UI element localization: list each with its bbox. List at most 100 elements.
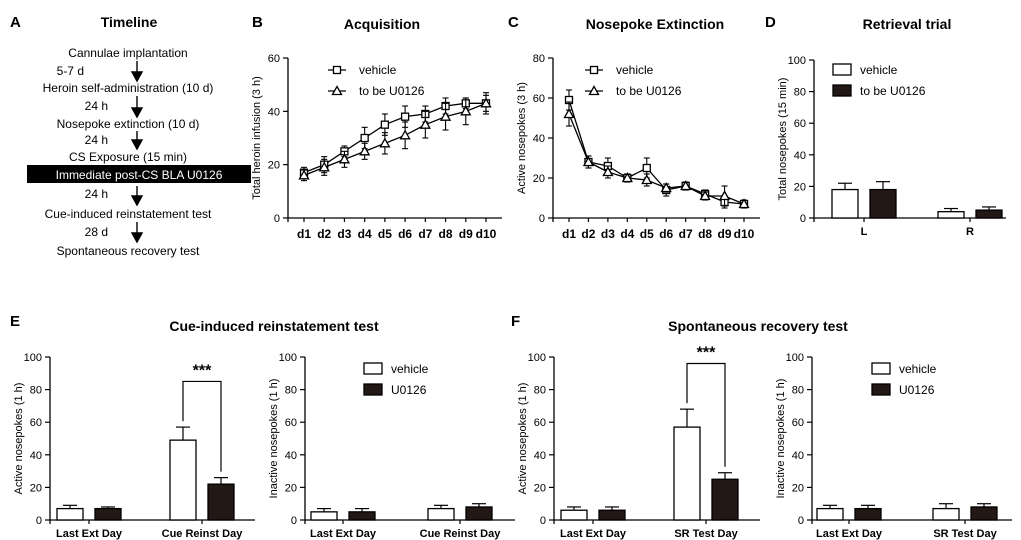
x-tick-label: d4 [358, 227, 372, 241]
y-tick-label: 80 [285, 385, 297, 397]
legend-swatch [832, 84, 852, 97]
y-tick-label: 40 [792, 450, 804, 462]
series-line-square [568, 99, 745, 205]
data-point-triangle [641, 174, 653, 185]
data-point-triangle [602, 166, 614, 177]
bar-vehicle [560, 509, 588, 521]
legend-label: U0126 [899, 383, 935, 397]
data-point-triangle [318, 161, 330, 172]
chart-e2: 0 20 40 60 80 100 Inactive nosepokes (1 h) Last… [268, 352, 515, 540]
y-tick-label: 40 [533, 133, 545, 145]
bar-vehicle [56, 507, 84, 521]
data-point-triangle [738, 198, 750, 209]
y-tick-label: 0 [291, 515, 297, 527]
data-point-triangle [399, 129, 411, 140]
legend-label: U0126 [391, 383, 427, 397]
timeline-interval: 24 h [85, 133, 108, 147]
y-tick-label: 80 [794, 87, 806, 99]
x-tick-label: SR Test Day [933, 528, 997, 540]
y-tick-label: 100 [528, 352, 546, 364]
timeline-highlight-box [27, 165, 251, 183]
legend-swatch [363, 383, 383, 396]
y-axis-label: Total nosepokes (15 min) [777, 78, 789, 201]
x-tick-label: d3 [601, 227, 615, 241]
series-line-triangle [303, 102, 487, 176]
y-tick-label: 100 [279, 352, 297, 364]
timeline-interval: 5-7 d [57, 64, 84, 78]
y-axis-label: Active nosepokes (1 h) [13, 383, 25, 495]
significance-bracket [182, 380, 222, 472]
y-tick-label: 0 [540, 515, 546, 527]
y-axis-label: Inactive nosepokes (1 h) [268, 379, 280, 499]
bar-vehicle [831, 188, 859, 219]
bar-u0126 [970, 506, 998, 521]
y-tick-label: 80 [792, 385, 804, 397]
bar-u0126 [975, 209, 1003, 219]
x-tick-label: Cue Reinst Day [420, 528, 502, 540]
y-tick-label: 60 [534, 417, 546, 429]
panel-letter-a: A [10, 14, 21, 31]
significance-label: *** [697, 345, 716, 362]
legend-swatch [871, 383, 891, 396]
timeline-step: CS Exposure (15 min) [69, 150, 187, 164]
timeline-step: Nosepoke extinction (10 d) [57, 117, 200, 131]
chart-d: 0 20 40 60 80 100 Total nosepokes (15 min) Retr… [777, 16, 1006, 238]
group-title-f: Spontaneous recovery test [668, 318, 848, 334]
y-tick-label: 80 [534, 385, 546, 397]
x-tick-label: d8 [698, 227, 712, 241]
bar-u0126 [711, 478, 739, 521]
x-tick-label: d4 [620, 227, 634, 241]
x-tick-label: d5 [640, 227, 654, 241]
y-tick-label: 20 [285, 482, 297, 494]
y-axis-label: Inactive nosepokes (1 h) [775, 379, 787, 499]
x-tick-label: d1 [297, 227, 311, 241]
legend-swatch [832, 63, 852, 76]
legend-swatch [363, 362, 383, 375]
y-tick-label: 60 [285, 417, 297, 429]
data-point-square [380, 120, 390, 129]
y-tick-label: 0 [798, 515, 804, 527]
legend-label: to be U0126 [616, 84, 682, 98]
legend-label: to be U0126 [860, 84, 926, 98]
timeline-interval: 28 d [85, 225, 108, 239]
x-tick-label: R [966, 226, 974, 238]
legend-label: vehicle [899, 362, 937, 376]
data-point-triangle [298, 169, 310, 180]
charts-layer: 0 20 40 60 Total heroin infusion (3 h) Acquis… [13, 16, 1012, 540]
legend-label: vehicle [616, 63, 654, 77]
y-tick-label: 20 [533, 173, 545, 185]
data-point-triangle [699, 190, 711, 201]
data-point-triangle [621, 172, 633, 183]
data-point-triangle [439, 110, 452, 121]
legend-swatch [871, 362, 891, 375]
y-tick-label: 40 [534, 450, 546, 462]
bar-u0126 [854, 507, 882, 521]
timeline-step: Immediate post-CS BLA U0126 [56, 168, 223, 182]
y-tick-label: 60 [533, 93, 545, 105]
y-tick-label: 20 [268, 160, 280, 172]
bar-vehicle [816, 507, 844, 521]
x-tick-label: d9 [459, 227, 473, 241]
y-tick-label: 0 [539, 213, 545, 225]
y-tick-label: 20 [534, 482, 546, 494]
legend-label: to be U0126 [359, 84, 425, 98]
data-point-triangle [338, 153, 351, 164]
timeline-panel: Timeline Cannulae implantation Heroin se… [27, 14, 251, 258]
data-point-square [360, 133, 369, 143]
x-tick-label: d2 [317, 227, 331, 241]
x-tick-label: d10 [734, 227, 755, 241]
x-tick-label: d3 [337, 227, 351, 241]
panel-letter-d: D [765, 14, 776, 31]
bar-u0126 [465, 506, 493, 521]
timeline-step: Spontaneous recovery test [57, 244, 200, 258]
legend-marker [331, 85, 343, 96]
data-point-triangle [359, 145, 371, 156]
timeline-arrow-head [130, 139, 144, 151]
timeline-title: Timeline [101, 14, 158, 30]
x-tick-label: d9 [718, 227, 732, 241]
bar-vehicle [427, 507, 455, 521]
legend-label: vehicle [359, 63, 397, 77]
chart-title: Acquisition [344, 16, 420, 32]
y-tick-label: 100 [788, 55, 806, 67]
